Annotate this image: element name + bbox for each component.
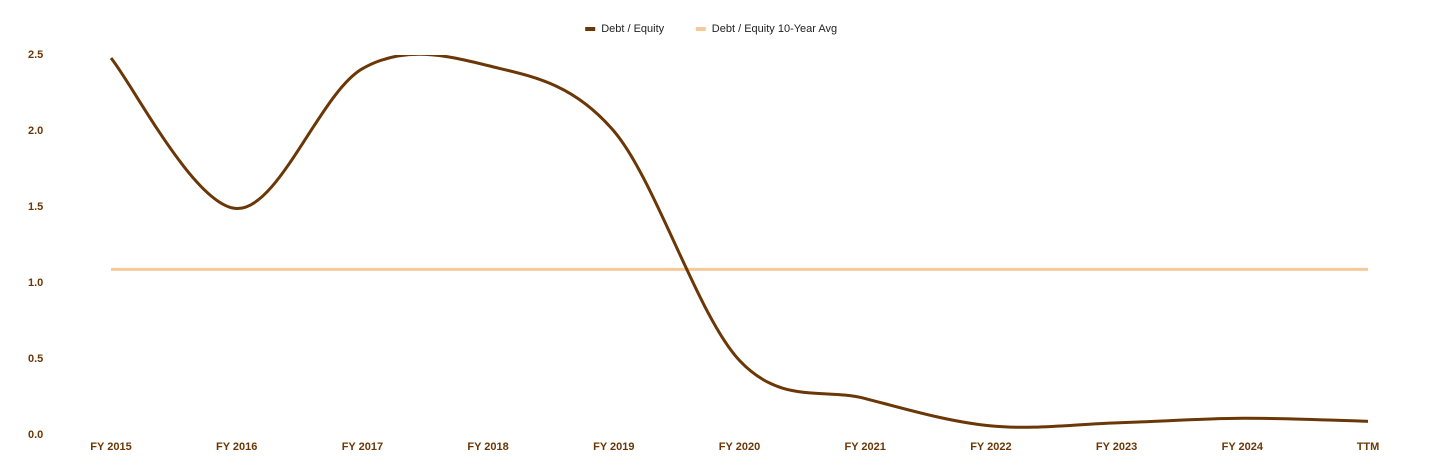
x-tick-label: FY 2016: [216, 441, 257, 453]
x-tick-label: FY 2015: [90, 441, 131, 453]
plot-area: [109, 55, 1369, 429]
x-tick-label: FY 2019: [593, 441, 634, 453]
y-tick-label: 0.5: [28, 353, 43, 365]
series-line: [109, 55, 1369, 429]
x-tick-label: FY 2023: [1096, 441, 1137, 453]
legend-label: Debt / Equity: [601, 23, 664, 35]
legend-label: Debt / Equity 10-Year Avg: [712, 23, 837, 35]
x-tick-label: TTM: [1357, 441, 1380, 453]
y-tick-label: 0.0: [28, 429, 43, 441]
y-tick-label: 2.0: [28, 125, 43, 137]
x-tick-label: FY 2024: [1222, 441, 1264, 453]
x-tick-label: FY 2022: [970, 441, 1011, 453]
x-tick-label: FY 2021: [845, 441, 886, 453]
x-tick-label: FY 2020: [719, 441, 760, 453]
y-tick-label: 1.0: [28, 277, 43, 289]
x-tick-label: FY 2018: [467, 441, 508, 453]
x-tick-label: FY 2017: [342, 441, 383, 453]
y-tick-label: 1.5: [28, 201, 43, 213]
y-tick-label: 2.5: [28, 49, 43, 61]
